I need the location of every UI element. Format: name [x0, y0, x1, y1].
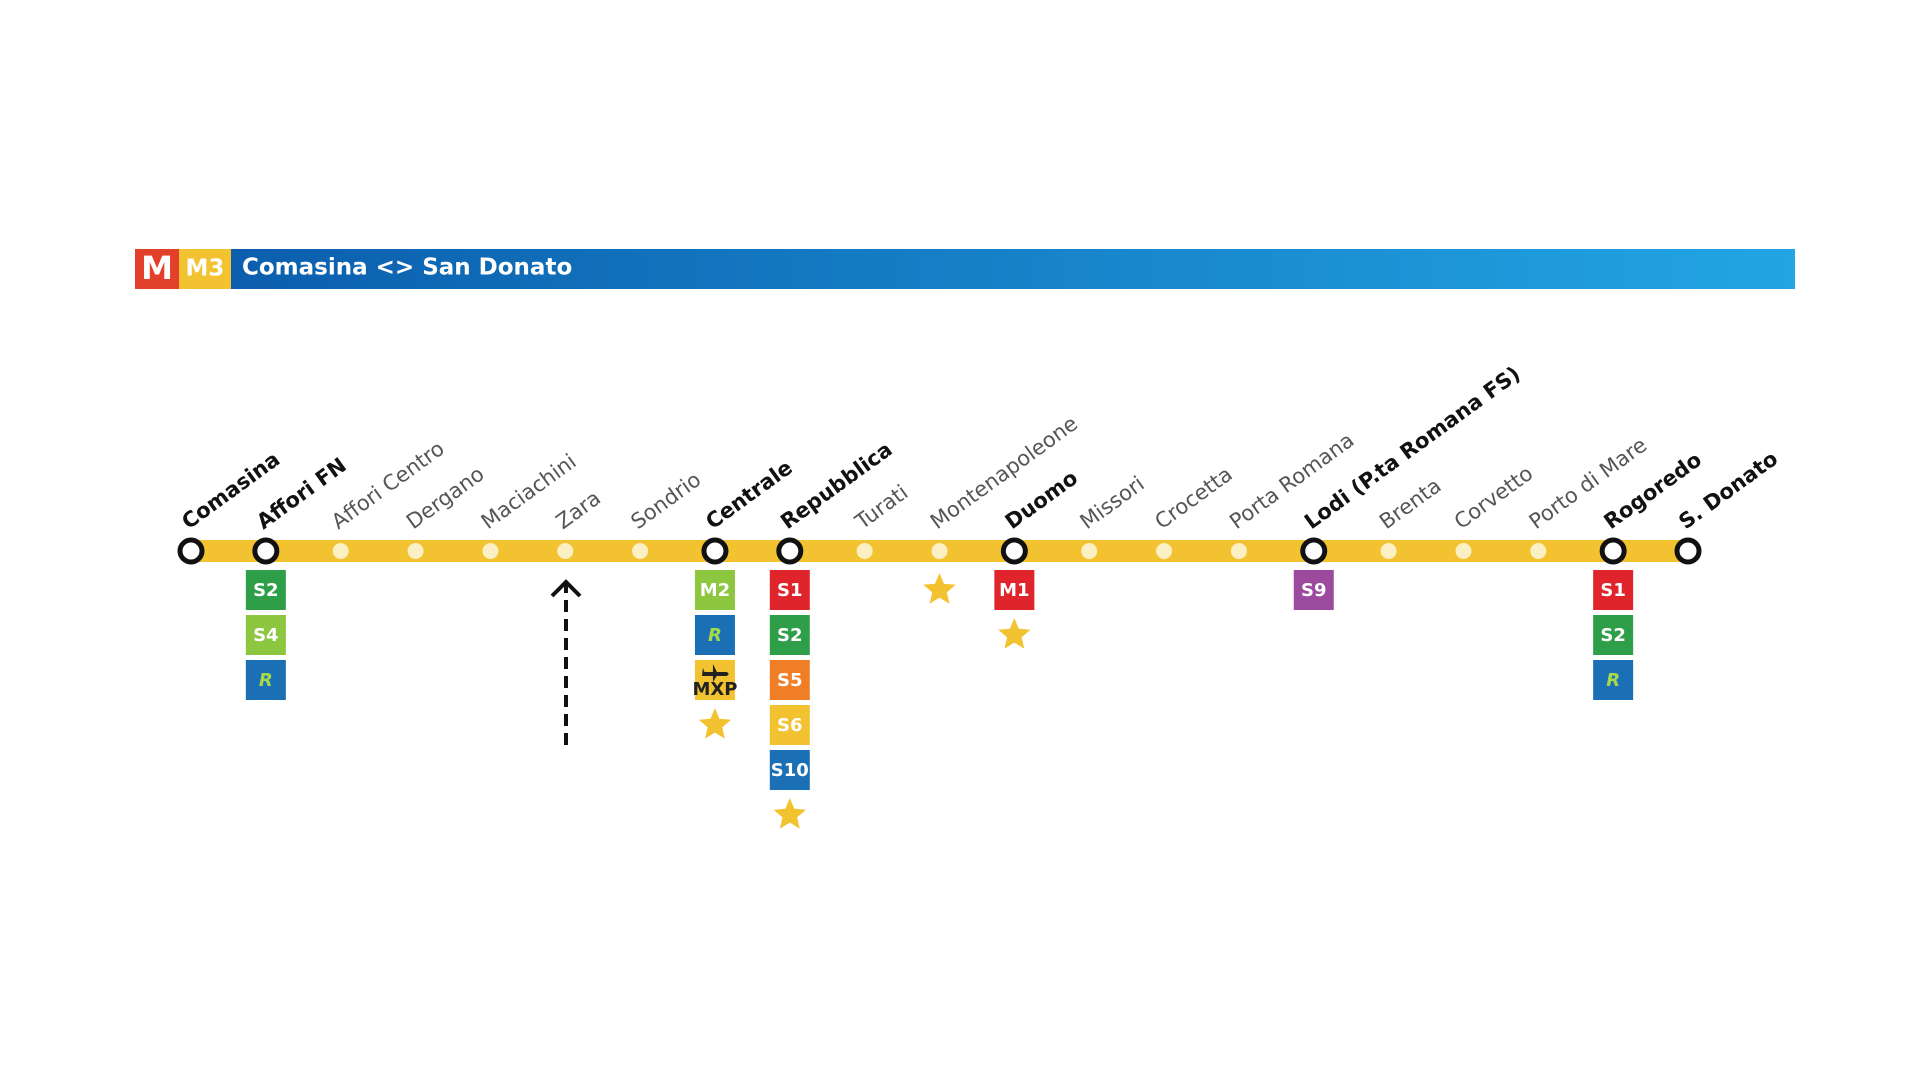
connection-badge [694, 660, 735, 700]
logo: M [141, 249, 173, 287]
airplane-icon [701, 664, 729, 682]
station-name: Crocetta [1150, 462, 1237, 534]
connection-badge [694, 615, 735, 655]
station-name: Missori [1076, 471, 1149, 533]
station [1455, 543, 1472, 559]
star [773, 798, 806, 829]
station-interchange [776, 537, 804, 565]
arrow-head [550, 579, 582, 598]
connection-badge [245, 615, 286, 655]
station-interchange [701, 537, 729, 565]
station [557, 543, 574, 559]
station [1380, 543, 1397, 559]
header-band [135, 249, 1795, 289]
station [856, 543, 873, 559]
logo-box [135, 249, 179, 289]
station-interchange [1000, 537, 1028, 565]
connection-label: R [1606, 670, 1620, 691]
connection-label: MXP [692, 679, 737, 700]
connection-badge [1593, 660, 1634, 700]
station-interchange [177, 537, 205, 565]
station-name: Corvetto [1450, 461, 1538, 534]
connection-label: S2 [253, 580, 279, 601]
connection-badge [994, 570, 1035, 610]
station [1156, 543, 1173, 559]
station-name: Porta Romana [1225, 428, 1358, 534]
connection-label: S10 [771, 760, 809, 781]
connection-badge [245, 660, 286, 700]
connection-label: S2 [1600, 625, 1626, 646]
star [698, 708, 732, 739]
station-interchange [252, 537, 280, 565]
station [407, 543, 424, 559]
star [998, 618, 1031, 649]
station-interchange [1599, 537, 1627, 565]
line-box [179, 249, 231, 289]
connection-badge [1293, 570, 1334, 610]
connection-label: R [259, 670, 273, 691]
connection-label: S9 [1301, 580, 1327, 601]
header-title: Comasina <> San Donato [242, 255, 572, 281]
connection-badge [769, 570, 810, 610]
connection-badge [769, 705, 810, 745]
connection-label: S5 [777, 670, 803, 691]
connection-label: S6 [777, 715, 803, 736]
station-name: Sondrio [626, 467, 705, 534]
station-name: Brenta [1375, 473, 1446, 534]
station-name: Turati [850, 480, 912, 534]
connection-label: M1 [999, 580, 1029, 601]
station [1081, 543, 1098, 559]
station [1530, 543, 1547, 559]
connection-badge [769, 615, 810, 655]
connection-label: S1 [777, 580, 803, 601]
connection-badge [769, 750, 810, 790]
station [482, 543, 499, 559]
station-name: Zara [552, 486, 606, 534]
connection-badge [245, 570, 286, 610]
station-interchange [1300, 537, 1328, 565]
connection-label: M2 [700, 580, 730, 601]
station [332, 543, 349, 559]
star [923, 573, 956, 604]
station [1230, 543, 1247, 559]
station [632, 543, 649, 559]
connection-badge [1593, 615, 1634, 655]
connection-label: S1 [1600, 580, 1626, 601]
connection-label: R [708, 625, 722, 646]
station [931, 543, 948, 559]
connection-label: S2 [777, 625, 803, 646]
position-arrow [550, 579, 582, 745]
station-interchange [1674, 537, 1702, 565]
connection-badge [769, 660, 810, 700]
line-name: M3 [186, 256, 225, 282]
connection-badge [1593, 570, 1634, 610]
connection-label: S4 [253, 625, 279, 646]
connection-badge [694, 570, 735, 610]
